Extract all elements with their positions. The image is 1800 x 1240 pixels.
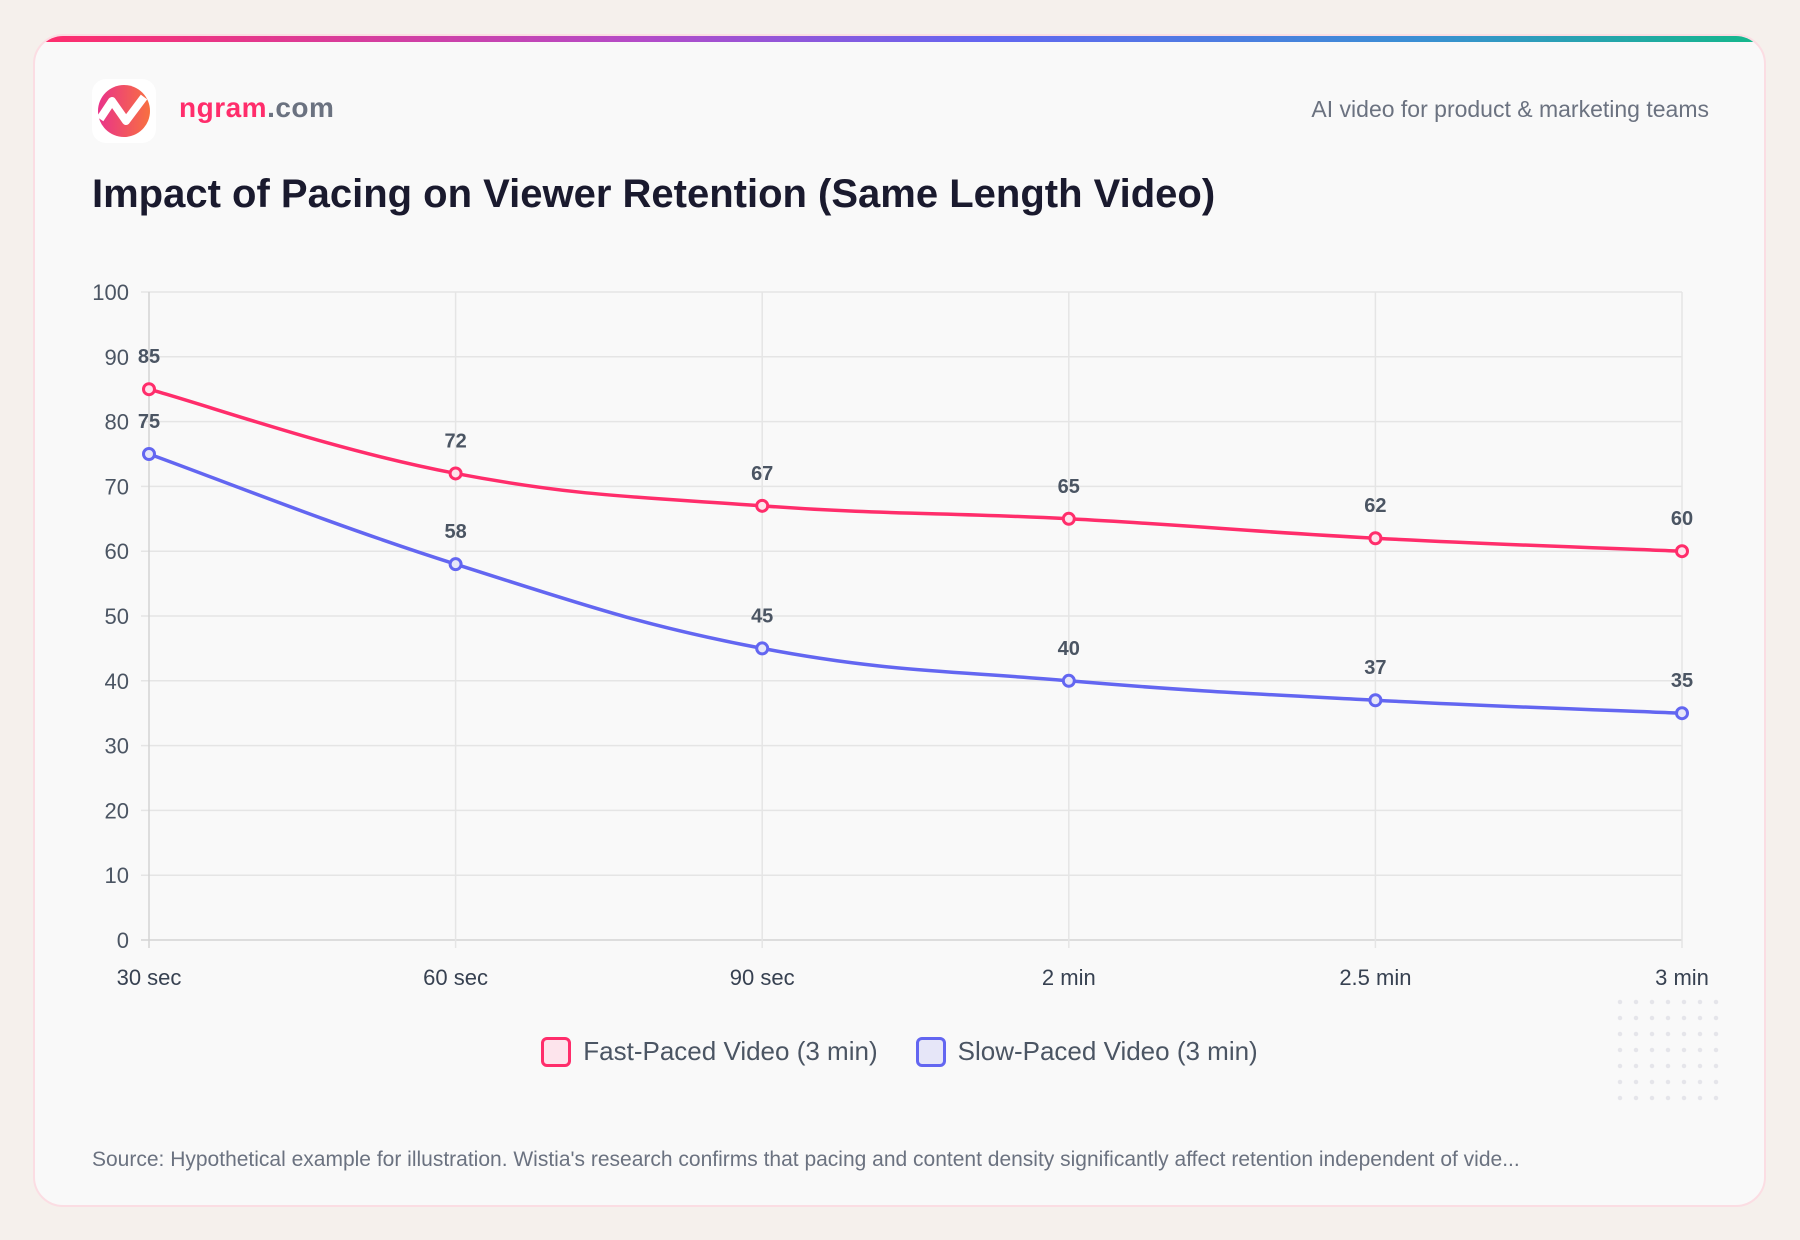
data-label: 60	[1671, 508, 1693, 530]
ngram-logo	[92, 79, 156, 143]
y-tick-label: 40	[105, 669, 129, 694]
data-point	[755, 498, 770, 513]
y-tick-label: 30	[105, 734, 129, 759]
y-tick-label: 80	[105, 410, 129, 435]
y-tick-label: 90	[105, 345, 129, 370]
legend-label: Fast-Paced Video (3 min)	[583, 1036, 878, 1066]
data-label: 67	[751, 463, 773, 485]
data-point	[1061, 511, 1076, 526]
series-line	[148, 452, 1683, 715]
brand-suffix: .com	[267, 92, 335, 123]
tagline: AI video for product & marketing teams	[1311, 96, 1709, 122]
y-tick-label: 10	[105, 863, 129, 888]
legend-label: Slow-Paced Video (3 min)	[957, 1036, 1258, 1066]
y-tick-label: 0	[117, 928, 129, 953]
y-tick-label: 20	[105, 798, 129, 823]
data-point	[142, 382, 156, 397]
data-label: 85	[138, 346, 160, 368]
x-tick-label: 60 sec	[423, 965, 488, 990]
x-tick-label: 2 min	[1042, 965, 1096, 990]
brand-main: ngram	[179, 92, 268, 123]
data-point	[1061, 673, 1076, 688]
chart-title: Impact of Pacing on Viewer Retention (Sa…	[92, 172, 1216, 216]
legend: Fast-Paced Video (3 min) Slow-Paced Vide…	[35, 1036, 1764, 1067]
data-point	[1675, 544, 1689, 559]
data-point	[1368, 531, 1383, 546]
data-label: 65	[1058, 476, 1080, 498]
data-point	[448, 466, 463, 481]
data-point	[1368, 693, 1383, 708]
data-point	[1675, 706, 1689, 721]
y-tick-label: 100	[92, 280, 129, 305]
legend-item-slow[interactable]: Slow-Paced Video (3 min)	[915, 1036, 1258, 1067]
y-tick-label: 60	[105, 539, 129, 564]
chart-card: ngram.com AI video for product & marketi…	[33, 34, 1766, 1207]
data-label: 72	[444, 430, 466, 452]
legend-item-fast[interactable]: Fast-Paced Video (3 min)	[541, 1036, 878, 1067]
series-line	[148, 387, 1683, 553]
data-label: 45	[751, 605, 773, 627]
data-label: 37	[1364, 657, 1386, 679]
dot-pattern	[1612, 994, 1727, 1109]
data-label: 62	[1364, 495, 1386, 517]
data-point	[142, 447, 156, 461]
data-label: 75	[138, 411, 160, 433]
y-tick-label: 70	[105, 474, 129, 499]
data-label: 40	[1058, 638, 1080, 660]
data-label: 58	[444, 521, 466, 543]
legend-swatch	[541, 1036, 572, 1067]
data-label: 35	[1671, 670, 1693, 692]
x-tick-label: 90 sec	[730, 965, 795, 990]
data-point	[448, 557, 463, 572]
x-tick-label: 30 sec	[117, 965, 182, 990]
legend-swatch	[915, 1036, 946, 1067]
x-tick-label: 3 min	[1655, 965, 1709, 990]
gradient-bar	[35, 36, 1764, 42]
x-tick-label: 2.5 min	[1339, 965, 1411, 990]
brand-name: ngram.com	[179, 92, 334, 124]
y-tick-label: 50	[105, 604, 129, 629]
source-note: Source: Hypothetical example for illustr…	[92, 1148, 1520, 1171]
data-point	[755, 641, 770, 656]
